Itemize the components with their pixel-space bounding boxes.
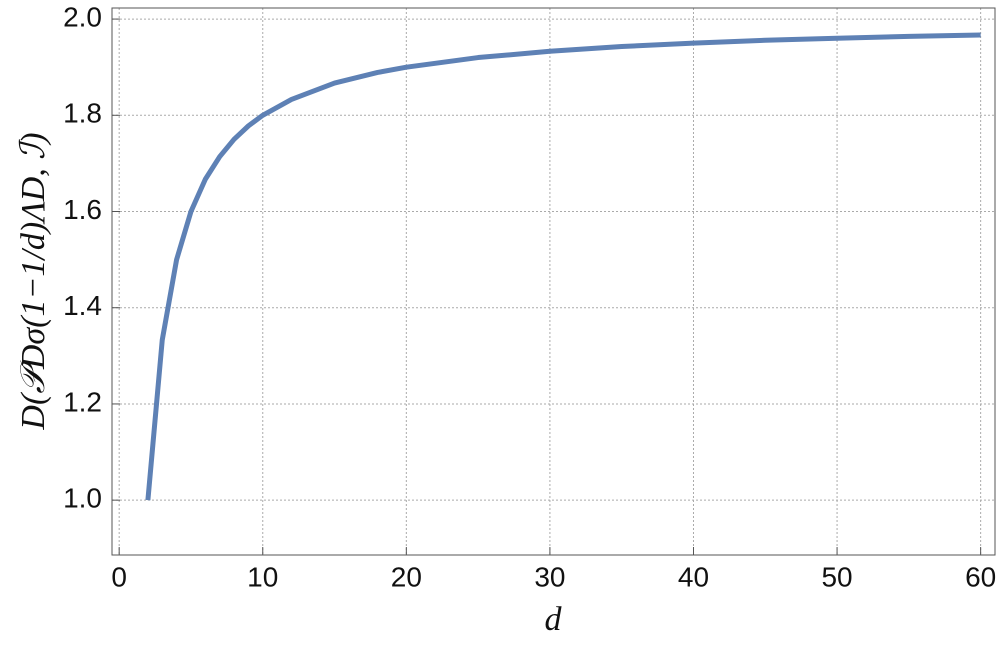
y-tick-label: 1.0 xyxy=(63,483,102,514)
y-tick-label: 2.0 xyxy=(63,1,102,32)
x-tick-label: 0 xyxy=(111,561,127,592)
y-tick-label: 1.4 xyxy=(63,290,102,321)
x-tick-label: 50 xyxy=(821,561,852,592)
x-axis-label: d xyxy=(545,601,563,638)
plot-frame xyxy=(111,7,996,556)
x-tick-label: 60 xyxy=(965,561,996,592)
x-tick-label: 30 xyxy=(534,561,565,592)
x-tick-label: 10 xyxy=(247,561,278,592)
y-tick-label: 1.8 xyxy=(63,98,102,129)
x-tick-label: 40 xyxy=(678,561,709,592)
y-tick-label: 1.2 xyxy=(63,386,102,417)
x-tick-label: 20 xyxy=(391,561,422,592)
data-line xyxy=(145,32,981,501)
y-tick-label: 1.6 xyxy=(63,194,102,225)
y-axis-label: D(𝒫Dσ(1−1/d)ΛD, ℐ) xyxy=(15,132,52,430)
